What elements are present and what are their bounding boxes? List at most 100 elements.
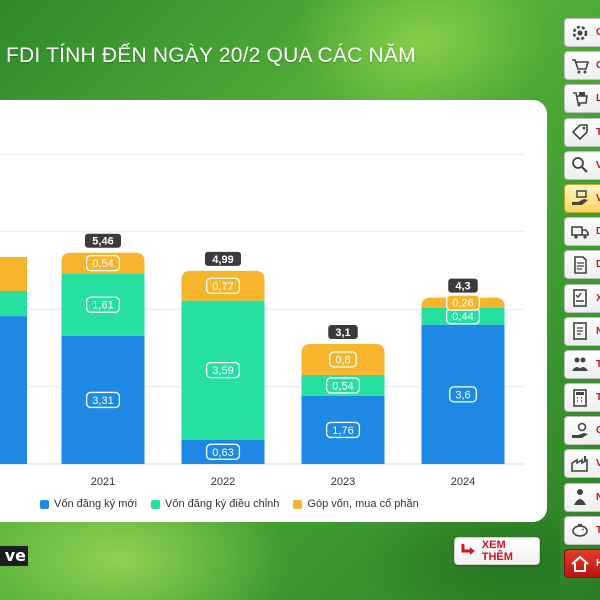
svg-text:0,54: 0,54 bbox=[92, 258, 113, 270]
svg-text:4,99: 4,99 bbox=[212, 254, 233, 266]
return-arrow-icon bbox=[461, 544, 475, 555]
report-icon bbox=[573, 322, 587, 340]
sidebar-item-11[interactable]: T bbox=[564, 349, 600, 379]
partial-bar-left bbox=[0, 256, 27, 464]
page-title: FDI TÍNH ĐẾN NGÀY 20/2 QUA CÁC NĂM bbox=[6, 44, 416, 67]
svg-text:0,77: 0,77 bbox=[212, 281, 233, 293]
sidebar-item-8[interactable]: D bbox=[564, 250, 600, 280]
x-tick-label-2024: 2024 bbox=[451, 476, 475, 488]
value-label-2022-1: 3,59 bbox=[205, 362, 241, 379]
stacked-bar-chart: 3,31 1,61 0,54 5,46 2021 0,63 3,59 0,77 4,99 2022… bbox=[0, 153, 524, 488]
people-icon bbox=[572, 357, 588, 372]
sidebar-item-13[interactable]: C bbox=[564, 416, 600, 446]
svg-text:4,3: 4,3 bbox=[455, 281, 470, 293]
sidebar-item-12[interactable]: T bbox=[564, 383, 600, 413]
value-label-2021-2: 0,54 bbox=[85, 254, 121, 272]
sidebar-item-letter: T bbox=[596, 392, 600, 404]
sidebar-item-9[interactable]: X bbox=[564, 283, 600, 313]
total-label-2021: 5,46 bbox=[85, 233, 121, 248]
legend-item-contribution: Góp vốn, mua cổ phần bbox=[293, 498, 419, 510]
sidebar-item-letter: V bbox=[596, 192, 600, 204]
legend-label-new: Vốn đăng ký mới bbox=[54, 498, 138, 510]
partial-bar-segment bbox=[0, 316, 27, 464]
total-label-2022: 4,99 bbox=[205, 251, 241, 266]
svg-text:0,26: 0,26 bbox=[452, 298, 473, 310]
sidebar-item-letter: H bbox=[596, 558, 600, 569]
cart-icon bbox=[572, 58, 590, 74]
legend-label-adjusted: Vốn đăng ký điều chỉnh bbox=[165, 498, 280, 510]
sidebar-item-letter: T bbox=[596, 126, 600, 138]
legend-swatch-adjusted bbox=[151, 499, 161, 509]
sidebar-item-15[interactable]: N bbox=[564, 482, 600, 512]
sidebar-menu: C C L T V V D D X N T T C V N T H bbox=[564, 18, 600, 582]
bar-2021: 3,31 1,61 0,54 5,46 bbox=[61, 233, 145, 464]
checklist-icon bbox=[573, 289, 587, 307]
sidebar-item-letter: T bbox=[596, 524, 600, 536]
value-label-2023-2: 0,8 bbox=[329, 351, 357, 368]
price-tag-icon bbox=[571, 124, 588, 141]
svg-text:3,6: 3,6 bbox=[455, 389, 470, 401]
chart-legend: Vốn đăng ký mới Vốn đăng ký điều chỉnh G… bbox=[40, 496, 433, 512]
sidebar-item-letter: X bbox=[596, 292, 600, 304]
bar-2023: 1,76 0,54 0,8 3,1 bbox=[301, 325, 385, 464]
shopping-cart-icon bbox=[573, 91, 588, 107]
partial-bar-segment bbox=[0, 256, 27, 292]
sidebar-item-4[interactable]: T bbox=[564, 117, 600, 147]
value-label-2023-1: 0,54 bbox=[325, 377, 361, 394]
sidebar-item-5[interactable]: V bbox=[564, 150, 600, 180]
total-label-2024: 4,3 bbox=[448, 278, 478, 293]
sidebar-item-3[interactable]: L bbox=[564, 84, 600, 114]
sidebar-item-1[interactable]: C bbox=[564, 18, 600, 47]
brand-logo: ve bbox=[0, 546, 28, 566]
legend-item-adjusted: Vốn đăng ký điều chỉnh bbox=[151, 498, 279, 510]
sidebar-item-letter: N bbox=[596, 491, 600, 503]
legend-swatch-contribution bbox=[293, 499, 303, 509]
value-label-2021-0: 3,31 bbox=[85, 391, 121, 409]
home-icon bbox=[571, 555, 589, 572]
legend-label-contribution: Góp vốn, mua cổ phần bbox=[307, 498, 419, 510]
piggy-bank-icon bbox=[572, 524, 588, 538]
svg-text:0,8: 0,8 bbox=[335, 355, 350, 367]
sidebar-item-letter: D bbox=[596, 259, 600, 271]
sidebar-item-letter: V bbox=[596, 159, 600, 171]
legend-item-new: Vốn đăng ký mới bbox=[40, 498, 137, 510]
sidebar-item-2[interactable]: C bbox=[564, 51, 600, 81]
value-label-2024-0: 3,6 bbox=[449, 386, 477, 403]
partial-bar-segment bbox=[0, 291, 27, 317]
see-more-label: XEM THÊM bbox=[481, 539, 513, 563]
value-label-2022-0: 0,63 bbox=[205, 443, 241, 460]
sidebar-item-letter: N bbox=[596, 325, 600, 337]
gear-icon bbox=[572, 25, 588, 40]
legend-swatch-new bbox=[40, 499, 49, 509]
worker-icon bbox=[574, 489, 586, 506]
sidebar-item-letter: D bbox=[596, 226, 600, 238]
sidebar-item-16[interactable]: T bbox=[564, 515, 600, 545]
see-more-button[interactable]: XEM THÊM bbox=[454, 537, 540, 565]
svg-text:3,1: 3,1 bbox=[335, 327, 350, 339]
sidebar-item-10[interactable]: N bbox=[564, 316, 600, 346]
sidebar-item-14[interactable]: V bbox=[564, 449, 600, 479]
magnifier-icon bbox=[572, 157, 588, 174]
value-label-2021-1: 1,61 bbox=[85, 296, 121, 313]
truck-icon bbox=[571, 225, 589, 239]
sidebar-item-6[interactable]: V bbox=[564, 183, 600, 213]
svg-text:0,44: 0,44 bbox=[452, 311, 473, 323]
bar-2022: 0,63 3,59 0,77 4,99 bbox=[181, 251, 265, 464]
money-hand-icon bbox=[572, 190, 588, 206]
value-label-2024-1: 0,44 bbox=[445, 308, 481, 325]
value-label-2024-2: 0,26 bbox=[445, 294, 481, 311]
svg-text:1,61: 1,61 bbox=[92, 300, 113, 312]
sidebar-item-7[interactable]: D bbox=[564, 217, 600, 247]
bar-2024: 3,6 0,440,26 4,3 bbox=[421, 278, 505, 464]
svg-text:3,59: 3,59 bbox=[212, 365, 233, 377]
document-icon bbox=[574, 256, 587, 274]
sidebar-item-letter: C bbox=[596, 27, 600, 38]
sidebar-item-17[interactable]: H bbox=[564, 549, 600, 578]
svg-text:1,76: 1,76 bbox=[332, 425, 353, 437]
svg-text:5,46: 5,46 bbox=[92, 236, 113, 248]
sidebar-item-letter: C bbox=[596, 60, 600, 72]
x-tick-label-2023: 2023 bbox=[331, 476, 355, 488]
calculator-icon bbox=[573, 388, 587, 407]
sidebar-item-letter: V bbox=[596, 458, 600, 470]
sidebar-item-letter: L bbox=[596, 93, 600, 105]
